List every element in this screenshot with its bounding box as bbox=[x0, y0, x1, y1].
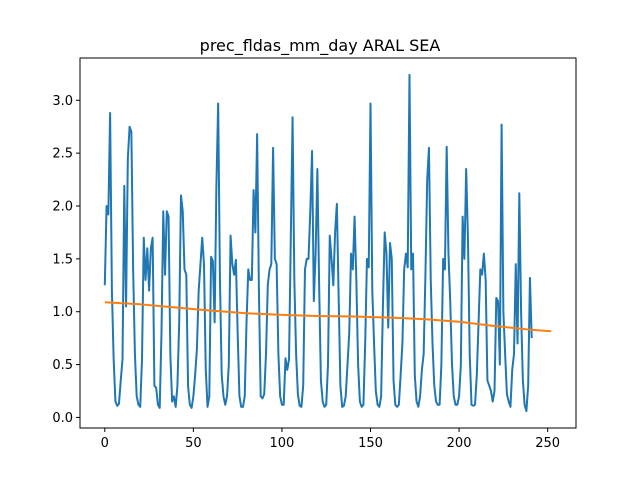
axes-layer: 0 50 100 150 200 250 0.0 0.5 1.0 1.5 2.0 2.5 3.0 bbox=[52, 94, 560, 451]
y-tick-label: 1.0 bbox=[52, 305, 73, 320]
x-tick-label: 150 bbox=[358, 436, 383, 451]
y-tick-label: 0.5 bbox=[52, 358, 73, 373]
plot-frame bbox=[79, 57, 577, 429]
series-layer bbox=[103, 73, 552, 413]
chart-title: prec_fldas_mm_day ARAL SEA bbox=[200, 36, 441, 56]
series-line-1 bbox=[103, 73, 533, 413]
series-line-2 bbox=[104, 301, 552, 333]
y-tick-label: 2.5 bbox=[52, 147, 73, 162]
y-tick-label: 0.0 bbox=[52, 411, 73, 426]
x-tick-label: 0 bbox=[101, 436, 109, 451]
y-tick-label: 3.0 bbox=[52, 94, 73, 109]
x-tick-label: 250 bbox=[535, 436, 560, 451]
x-tick-label: 100 bbox=[270, 436, 295, 451]
y-tick-label: 2.0 bbox=[52, 200, 73, 215]
y-tick-label: 1.5 bbox=[52, 252, 73, 267]
x-tick-label: 200 bbox=[447, 436, 472, 451]
x-tick-label: 50 bbox=[185, 436, 202, 451]
